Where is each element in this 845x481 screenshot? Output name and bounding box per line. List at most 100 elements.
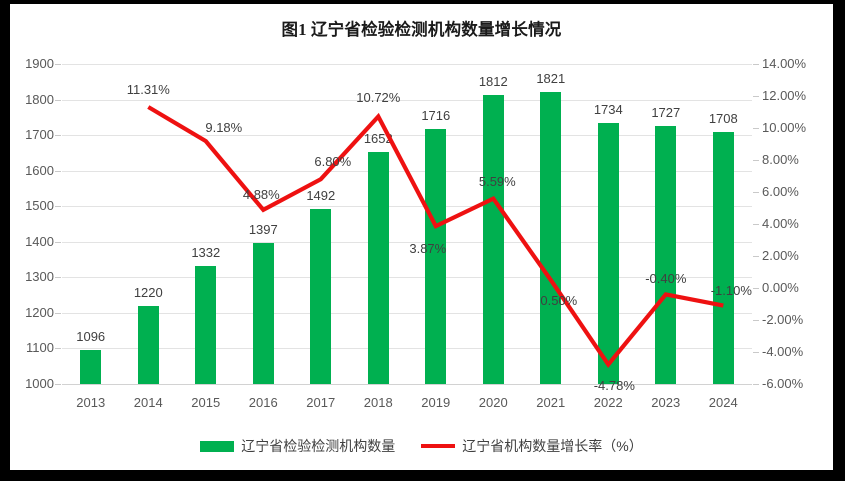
left-axis-tick-label: 1800 (25, 91, 54, 107)
bar-value-label: 1652 (363, 131, 393, 147)
left-axis-tick (55, 312, 61, 314)
left-axis-tick (55, 99, 61, 101)
line-value-label: 9.18% (205, 120, 243, 136)
right-axis-tick (753, 64, 759, 65)
line-value-label: 3.87% (409, 241, 447, 257)
left-axis-tick (55, 64, 61, 65)
right-axis-tick-label: 6.00% (762, 184, 799, 199)
bar-value-label: 1096 (76, 328, 106, 344)
right-axis-tick (753, 224, 759, 225)
left-axis-tick-label: 1300 (25, 269, 54, 285)
line-value-label: 10.72% (356, 89, 401, 105)
x-axis-tick-label: 2021 (536, 395, 566, 410)
chart-container: 图1 辽宁省检验检测机构数量增长情况 1900 1800 1700 1600 1500 1… (10, 4, 833, 470)
right-axis-tick (753, 384, 759, 385)
line-value-label: 5.59% (478, 173, 516, 189)
left-axis-tick-label: 1600 (25, 162, 54, 178)
left-axis-tick-label: 1100 (26, 340, 54, 356)
x-axis-tick-label: 2020 (478, 395, 508, 410)
right-axis-tick-label: 12.00% (762, 88, 807, 103)
bar-value-label: 1332 (191, 245, 221, 260)
bar (540, 92, 562, 384)
left-axis-tick-label: 1000 (25, 376, 54, 391)
right-axis-tick (753, 192, 759, 193)
x-axis-tick-label: 2017 (306, 395, 336, 410)
right-axis-tick-label: -4.00% (762, 344, 804, 359)
legend-line-swatch-icon (421, 444, 456, 448)
bar-value-label: 1220 (133, 284, 163, 300)
left-axis-tick-label: 1400 (25, 233, 54, 249)
x-axis-tick-label: 2019 (421, 395, 451, 410)
gridline (62, 348, 752, 350)
bar-value-label: 1812 (478, 74, 508, 90)
line-value-label: 0.50% (540, 293, 578, 308)
x-axis-tick-label: 2013 (76, 395, 106, 410)
bar-value-label: 1727 (651, 104, 681, 120)
bar (80, 349, 102, 384)
bar (425, 129, 447, 384)
left-axis-tick-label: 1500 (25, 198, 54, 214)
bar (137, 305, 159, 384)
right-axis-tick-label: -6.00% (762, 376, 804, 391)
line-value-label: 6.80% (314, 154, 352, 170)
bar-value-label: 1708 (708, 111, 738, 127)
right-axis-tick-label: 2.00% (762, 248, 799, 263)
bar (310, 209, 332, 384)
right-axis-tick-label: 14.00% (762, 56, 807, 71)
right-axis-tick-label: 0.00% (762, 280, 799, 295)
left-axis-tick (55, 348, 61, 350)
bar-value-label: 1716 (421, 108, 451, 124)
x-axis-tick-label: 2018 (363, 395, 393, 410)
line-value-label: -0.40% (645, 271, 687, 287)
gridline (62, 384, 752, 385)
right-axis-tick (753, 352, 759, 353)
chart-title: 图1 辽宁省检验检测机构数量增长情况 (281, 20, 562, 39)
left-axis-tick-label: 1200 (25, 304, 54, 320)
bar-value-label: 1397 (248, 221, 278, 237)
legend-item[interactable]: 辽宁省机构数量增长率（%） (421, 436, 643, 456)
gridline (62, 206, 752, 208)
legend-item[interactable]: 辽宁省检验检测机构数量 (200, 436, 395, 456)
bar (252, 242, 274, 384)
right-axis-tick (753, 288, 759, 289)
left-axis-tick-label: 1700 (25, 127, 54, 143)
legend-bar-swatch-icon (200, 440, 235, 452)
gridline (62, 99, 752, 101)
line-value-label: -4.78% (593, 377, 635, 393)
right-axis-tick-label: 8.00% (762, 152, 799, 167)
left-axis-tick (55, 135, 61, 137)
right-axis-tick (753, 320, 759, 321)
right-axis-tick (753, 96, 759, 97)
right-axis-tick-label: 10.00% (762, 120, 807, 135)
right-axis-tick (753, 128, 759, 129)
x-axis-tick-label: 2022 (593, 395, 623, 410)
x-axis-tick-label: 2014 (133, 395, 163, 410)
x-axis-tick-label: 2023 (651, 395, 681, 410)
plot-area: 1900 1800 1700 1600 1500 1400 1300 1200 1100 1000… (25, 57, 806, 409)
right-axis-tick (753, 256, 759, 257)
line-value-label: 11.31% (126, 82, 170, 97)
bar-value-label: 1734 (593, 102, 623, 117)
bar (482, 95, 504, 384)
bar (655, 125, 677, 384)
left-axis-tick (55, 241, 61, 243)
gridline (62, 64, 752, 65)
bar (367, 152, 389, 384)
line-value-label: 4.88% (242, 186, 280, 202)
left-axis-tick-label: 1900 (25, 56, 54, 71)
left-axis-tick (55, 170, 61, 172)
left-axis-tick (55, 277, 61, 279)
right-axis-tick-label: 4.00% (762, 216, 799, 231)
x-axis-tick-label: 2016 (248, 395, 278, 410)
bar-value-label: 1821 (536, 71, 566, 87)
right-axis-tick-label: -2.00% (762, 312, 804, 327)
bar (712, 132, 734, 384)
legend-label: 辽宁省检验检测机构数量 (241, 438, 396, 454)
line-value-label: -1.10% (710, 282, 752, 298)
legend-label: 辽宁省机构数量增长率（%） (462, 438, 643, 454)
left-axis-tick (55, 384, 61, 385)
x-axis-tick-label: 2015 (191, 395, 221, 410)
gridline (62, 170, 752, 172)
x-axis-tick-label: 2024 (708, 395, 738, 410)
gridline (62, 312, 752, 314)
